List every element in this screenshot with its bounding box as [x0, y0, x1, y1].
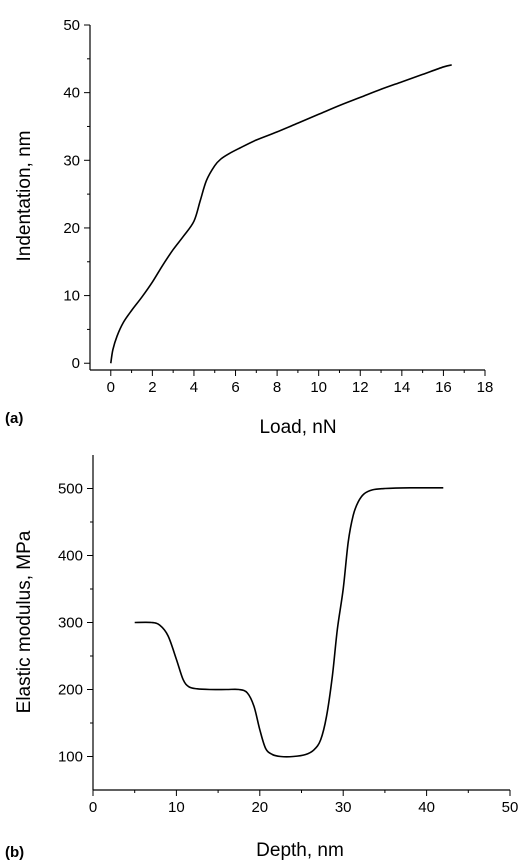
- x-tick-label: 20: [251, 799, 268, 816]
- x-tick-label: 30: [335, 799, 352, 816]
- panel-a-chart: 0 2 4 6 8 10 12 14 16 18 0 10 20 30 40 50: [63, 17, 493, 396]
- x-tick-label: 12: [352, 379, 369, 396]
- y-tick-label: 200: [58, 682, 83, 699]
- y-tick-label: 300: [58, 615, 83, 632]
- x-tick-label: 0: [89, 799, 97, 816]
- x-tick-label: 10: [168, 799, 185, 816]
- x-tick-label: 40: [418, 799, 435, 816]
- series-line: [109, 64, 452, 364]
- panel-b-label: (b): [5, 844, 24, 861]
- x-tick-label: 8: [273, 379, 281, 396]
- x-tick-label: 6: [231, 379, 239, 396]
- y-tick-label: 20: [63, 220, 80, 237]
- panel-b-x-axis-title: Depth, nm: [256, 840, 344, 861]
- x-tick-label: 2: [148, 379, 156, 396]
- x-tick-label: 10: [310, 379, 327, 396]
- panel-b-chart: 0 10 20 30 40 50 100 200 300 400 500: [58, 455, 518, 816]
- y-tick-label: 10: [63, 288, 80, 305]
- panel-a-x-axis-title: Load, nN: [259, 417, 336, 438]
- panel-b-y-axis-title: Elastic modulus, MPa: [14, 530, 35, 713]
- x-tick-label: 0: [107, 379, 115, 396]
- y-tick-label: 500: [58, 481, 83, 498]
- y-tick-label: 100: [58, 749, 83, 766]
- series-line: [134, 486, 444, 758]
- y-tick-label: 30: [63, 152, 80, 169]
- panel-a-y-axis-title: Indentation, nm: [14, 131, 35, 262]
- y-tick-label: 0: [72, 355, 80, 372]
- x-tick-label: 14: [393, 379, 410, 396]
- y-tick-label: 50: [63, 17, 80, 34]
- x-tick-label: 4: [190, 379, 198, 396]
- panel-a-label: (a): [5, 410, 23, 427]
- x-tick-label: 18: [477, 379, 494, 396]
- y-tick-label: 40: [63, 85, 80, 102]
- x-tick-label: 50: [502, 799, 519, 816]
- x-tick-label: 16: [435, 379, 452, 396]
- y-tick-label: 400: [58, 548, 83, 565]
